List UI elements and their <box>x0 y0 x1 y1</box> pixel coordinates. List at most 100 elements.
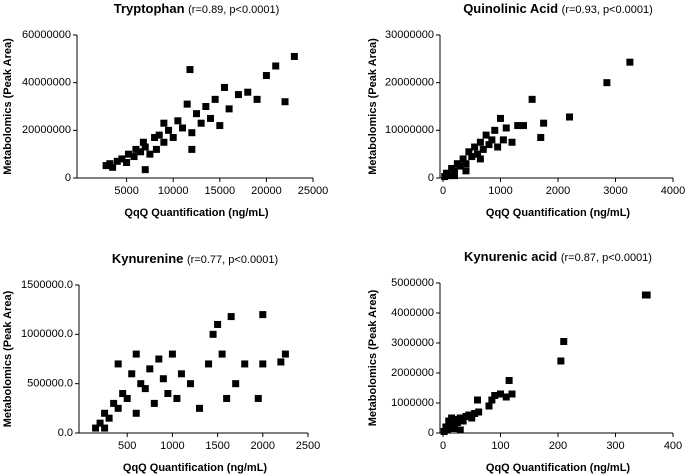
x-tick-label: 400 <box>664 440 682 452</box>
point <box>146 365 154 373</box>
x-tick-label: 1000 <box>160 440 184 452</box>
point <box>186 66 194 74</box>
point <box>505 377 513 384</box>
point <box>211 95 219 103</box>
point <box>557 357 565 365</box>
point <box>462 167 470 175</box>
panel: Quinolinic Acid (r=0.93, p<0.0001) QqQ Qu… <box>367 1 685 218</box>
y-tick-label: 5000000 <box>391 277 434 289</box>
y-tick-label: 40000000 <box>22 77 71 89</box>
point <box>603 79 611 87</box>
point <box>168 350 176 358</box>
x-tick-label: 1500 <box>205 440 229 452</box>
point <box>485 402 493 410</box>
point <box>173 394 181 402</box>
y-tick-label: 20000000 <box>22 124 71 136</box>
y-tick-label: 1000000.0 <box>21 328 73 340</box>
point <box>174 117 182 125</box>
point <box>132 409 140 417</box>
x-tick-label: 4000 <box>661 185 685 197</box>
point <box>449 420 457 428</box>
panel-title: Quinolinic Acid (r=0.93, p<0.0001) <box>463 1 653 16</box>
panel-title: Kynurenic acid (r=0.87, p<0.0001) <box>464 249 652 264</box>
title-main: Kynurenic acid <box>464 249 557 264</box>
point <box>209 330 217 338</box>
x-axis-label: QqQ Quantification (ng/mL) <box>124 207 269 219</box>
point <box>227 313 235 321</box>
point <box>488 136 496 144</box>
point <box>451 172 458 180</box>
title-main: Quinolinic Acid <box>463 1 558 16</box>
point <box>232 380 240 388</box>
point <box>451 425 458 432</box>
point <box>502 393 510 401</box>
point <box>277 358 285 366</box>
point <box>110 399 118 407</box>
point <box>165 126 173 134</box>
panel-title: Kynurenine (r=0.77, p<0.0001) <box>112 251 278 266</box>
point <box>150 399 158 407</box>
x-tick-label: 2000 <box>251 440 275 452</box>
point <box>220 83 228 91</box>
point <box>202 103 210 110</box>
point <box>186 380 194 388</box>
point <box>128 370 136 378</box>
point <box>169 133 177 141</box>
point <box>119 390 127 398</box>
point <box>151 133 159 141</box>
point <box>123 159 131 167</box>
point <box>482 131 490 139</box>
point <box>139 138 147 146</box>
point <box>124 150 132 158</box>
x-tick-label: 2000 <box>546 185 570 197</box>
point <box>118 155 126 163</box>
point <box>146 150 154 158</box>
point <box>528 95 536 103</box>
point <box>456 162 464 170</box>
y-tick-label: 1500000.0 <box>21 279 73 291</box>
point <box>177 370 185 378</box>
panel: Kynurenic acid (r=0.87, p<0.0001) QqQ Qua… <box>367 249 682 473</box>
point <box>223 394 231 402</box>
x-axis-label: QqQ Quantification (ng/mL) <box>486 207 631 219</box>
x-tick-label: 500 <box>118 440 136 452</box>
point <box>262 72 270 80</box>
point <box>123 394 131 402</box>
point <box>479 145 487 153</box>
point <box>196 404 204 412</box>
panel-title: Tryptophan (r=0.89, p<0.0001) <box>114 1 280 16</box>
point <box>214 320 222 328</box>
point <box>502 124 510 132</box>
point <box>453 419 461 426</box>
title-stats: (r=0.77, p<0.0001) <box>187 254 278 266</box>
point <box>130 153 138 161</box>
x-tick-label: 25000 <box>298 185 329 197</box>
point <box>491 392 499 399</box>
point <box>474 150 481 158</box>
point <box>643 291 651 299</box>
point <box>281 350 289 358</box>
panel: Tryptophan (r=0.89, p<0.0001) QqQ Quantif… <box>2 1 328 218</box>
point <box>160 119 168 127</box>
point <box>179 124 187 132</box>
point <box>114 404 122 412</box>
x-axis-label: QqQ Quantification (ng/mL) <box>486 462 631 474</box>
panel: Kynurenine (r=0.77, p<0.0001) QqQ Quantif… <box>2 251 320 473</box>
point <box>218 350 226 358</box>
point <box>281 98 289 106</box>
x-tick-label: 2500 <box>296 440 320 452</box>
point <box>183 100 191 108</box>
point <box>465 148 473 156</box>
point <box>474 396 481 404</box>
point <box>164 390 172 398</box>
x-axis-label: QqQ Quantification (ng/mL) <box>123 462 268 474</box>
point <box>508 390 516 398</box>
point <box>485 141 493 149</box>
point <box>155 355 163 363</box>
x-tick-label: 5000 <box>114 185 138 197</box>
y-tick-label: 20000000 <box>385 77 434 89</box>
point <box>205 360 213 368</box>
y-tick-label: 3000000 <box>391 337 434 349</box>
title-stats: (r=0.89, p<0.0001) <box>188 4 279 16</box>
